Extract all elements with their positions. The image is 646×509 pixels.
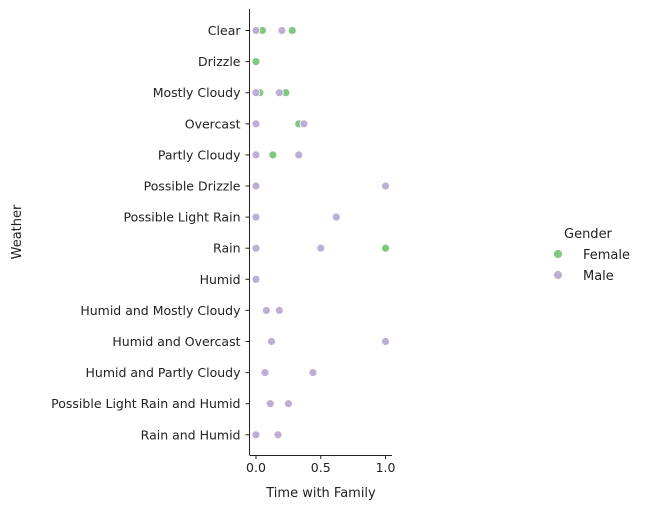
point-male-clear [251,26,261,35]
y-tick-label-rain: Rain [213,241,240,256]
y-tick-label-humid: Humid [200,272,241,287]
data-points [251,26,390,440]
y-tick-label-possible-light-rain: Possible Light Rain [124,210,241,225]
x-tick-label: 1.0 [376,460,396,475]
point-male-humid-and-overcast [381,337,390,346]
y-tick-group: Clear Drizzle Mostly Cloudy Overcast Partly … [51,23,250,442]
legend: Gender Female Male [553,227,630,284]
y-tick-label-drizzle: Drizzle [198,54,241,69]
point-male-rain-and-humid [273,430,283,440]
point-male-possible-light-rain [251,212,261,222]
y-tick-label-mostly-cloudy: Mostly Cloudy [153,85,241,100]
x-tick-label: 0.5 [311,460,331,475]
point-male-overcast [251,119,261,129]
legend-label-male: Male [583,269,614,284]
y-tick-label-possible-light-rain-and-humid: Possible Light Rain and Humid [51,396,240,411]
point-female-drizzle [251,57,261,66]
point-male-possible-light-rain-and-humid [283,399,293,409]
x-tick-label: 0.0 [246,460,266,475]
y-tick-label-humid-and-overcast: Humid and Overcast [112,334,240,349]
point-male-humid-and-partly-cloudy [308,368,318,378]
y-tick-label-possible-drizzle: Possible Drizzle [144,179,241,194]
point-male-humid [251,274,261,284]
y-tick-label-partly-cloudy: Partly Cloudy [158,147,241,162]
y-tick-label-rain-and-humid: Rain and Humid [141,427,241,442]
point-male-possible-light-rain [331,212,341,222]
point-male-possible-light-rain-and-humid [265,399,275,409]
point-male-humid-and-mostly-cloudy [261,305,271,315]
x-axis-label: Time with Family [265,486,376,501]
y-tick-label-overcast: Overcast [185,116,241,131]
point-male-possible-drizzle [381,181,390,191]
point-male-mostly-cloudy [274,88,284,98]
point-male-rain [251,243,261,253]
point-male-partly-cloudy [251,150,261,160]
chart-axes [249,9,392,456]
point-male-possible-drizzle [251,181,261,191]
point-female-partly-cloudy [268,150,278,160]
point-male-rain-and-humid [251,430,261,440]
point-male-humid-and-mostly-cloudy [274,305,284,315]
legend-marker-female [553,249,563,259]
x-tick-group: 0.0 0.5 1.0 [246,455,396,475]
point-female-clear [287,26,297,35]
point-male-overcast [299,119,309,129]
legend-marker-male [553,270,563,280]
point-male-mostly-cloudy [251,88,261,98]
y-axis-label: Weather [10,204,25,259]
y-tick-label-humid-and-partly-cloudy: Humid and Partly Cloudy [86,365,242,380]
point-male-clear [277,26,287,35]
legend-label-female: Female [583,248,630,263]
y-tick-label-humid-and-mostly-cloudy: Humid and Mostly Cloudy [80,303,241,318]
point-male-rain [316,243,326,253]
point-male-humid-and-overcast [267,337,276,346]
y-tick-label-clear: Clear [208,23,242,38]
point-male-humid-and-partly-cloudy [260,368,270,378]
point-female-rain [381,243,390,253]
legend-title: Gender [564,227,613,242]
point-male-partly-cloudy [294,150,304,160]
